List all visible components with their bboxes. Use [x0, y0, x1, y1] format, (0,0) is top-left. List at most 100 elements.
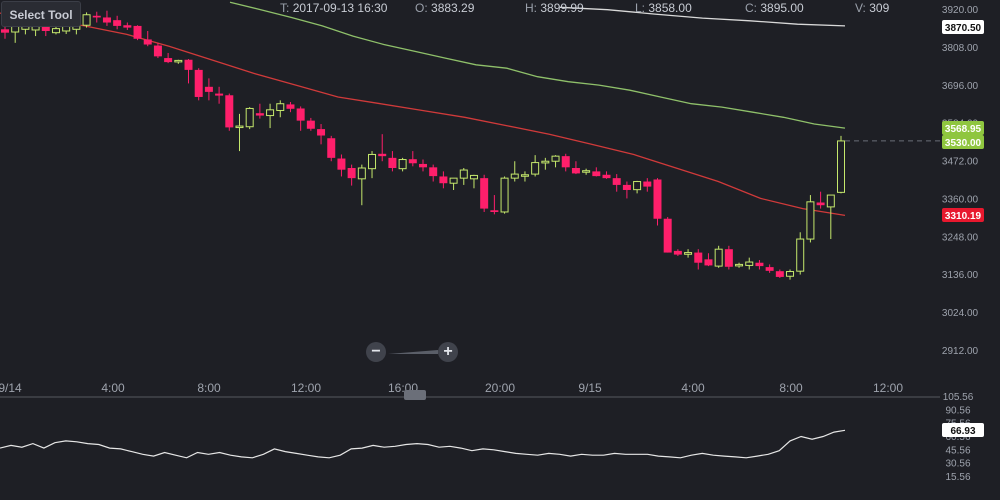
- select-tool-button[interactable]: Select Tool: [1, 1, 81, 27]
- candle-body-up: [714, 248, 723, 267]
- candle-body-down: [204, 86, 213, 92]
- price-tick-label: 3472.00: [942, 157, 979, 168]
- candle-body-up: [357, 167, 366, 180]
- time-tick-label: 9/14: [0, 381, 22, 395]
- price-badges: 3870.50 3568.95 3530.00 3310.19 66.93: [942, 20, 984, 437]
- candle-body-down: [215, 93, 224, 96]
- candle-body-down: [704, 259, 713, 266]
- oscillator-badge-bg: [942, 423, 984, 437]
- candle-body-up: [826, 194, 835, 208]
- candle-body-up: [174, 59, 183, 63]
- candle-body-down: [225, 95, 234, 128]
- price-tick-label: 3360.00: [942, 194, 979, 205]
- zoom-out-button[interactable]: −: [366, 342, 386, 362]
- price-axis: 3920.003808.003696.003584.003472.003360.…: [942, 5, 979, 357]
- candle-body-up: [266, 109, 275, 117]
- price-tick-label: 3920.00: [942, 5, 979, 16]
- candle-body-down: [724, 249, 733, 267]
- candle-body-up: [520, 174, 529, 177]
- moving-average-top-line: [559, 6, 846, 27]
- candle-body-down: [113, 20, 122, 26]
- price-tick-label: 3808.00: [942, 43, 979, 54]
- candle-body-down: [480, 178, 489, 209]
- candle-body-down: [133, 25, 142, 39]
- oscillator-tick-label: 60.56: [945, 432, 970, 443]
- candle-body-up: [510, 173, 519, 179]
- candle-body-down: [337, 158, 346, 170]
- time-tick-label: 8:00: [779, 381, 803, 395]
- info-time: T: 2017-09-13 16:30: [280, 1, 388, 15]
- candle-body-down: [194, 69, 203, 97]
- candle-body-down: [1, 29, 9, 33]
- candle-body-down: [286, 104, 295, 109]
- candle-body-up: [51, 28, 60, 34]
- candle-body-up: [806, 201, 815, 240]
- candle-body-down: [612, 178, 621, 185]
- panel-resize-handle: [404, 390, 426, 400]
- candle-body-up: [796, 238, 805, 272]
- candle-body-up: [745, 261, 754, 266]
- candle-body-up: [276, 103, 285, 111]
- price-tick-label: 2912.00: [942, 346, 979, 357]
- oscillator-line: [0, 429, 846, 459]
- price-tick-label: 3024.00: [942, 308, 979, 319]
- time-tick-label: 12:00: [291, 381, 321, 395]
- info-high: H: 3899.99: [525, 1, 584, 15]
- candle-body-up: [449, 177, 458, 184]
- candle-body-up: [531, 162, 540, 175]
- candle-body-up: [684, 252, 693, 255]
- candle-body-up: [398, 159, 407, 170]
- oscillator-tick-label: 45.56: [945, 445, 970, 456]
- oscillator-tick-label: 90.56: [945, 405, 970, 416]
- zoom-in-button[interactable]: +: [438, 342, 458, 362]
- candle-body-up: [500, 177, 509, 213]
- candle-body-down: [388, 157, 397, 168]
- candle-body-down: [429, 167, 438, 177]
- candle-body-down: [347, 167, 356, 179]
- candle-body-down: [92, 15, 101, 18]
- candle-body-down: [622, 184, 631, 190]
- candle-body-down: [694, 252, 703, 263]
- ohlc-info-bar: T: 2017-09-13 16:30 O: 3883.29 H: 3899.9…: [280, 1, 900, 17]
- candle-body-down: [184, 59, 193, 70]
- candle-body-up: [633, 181, 642, 191]
- moving-average-fast-line: [229, 1, 846, 129]
- candle-body-down: [255, 113, 264, 116]
- candle-body-up: [582, 170, 591, 173]
- candle-body-down: [419, 163, 427, 168]
- price-tick-label: 3248.00: [942, 232, 979, 243]
- candle-body-down: [408, 159, 417, 164]
- oscillator-tick-label: 30.56: [945, 459, 970, 470]
- time-tick-label: 4:00: [681, 381, 705, 395]
- candle-body-down: [153, 45, 162, 57]
- price-badge-bg: [942, 208, 984, 222]
- price-tick-label: 3136.00: [942, 270, 979, 281]
- candle-body-down: [816, 202, 825, 206]
- candle-body-up: [551, 155, 560, 162]
- candle-body-down: [673, 250, 682, 255]
- info-close: C: 3895.00: [745, 1, 804, 15]
- price-badge-bg: [942, 20, 984, 34]
- zoom-control: − +: [366, 342, 460, 362]
- candle-body-down: [143, 39, 152, 45]
- candle-body-down: [490, 210, 499, 212]
- candle-body-up: [786, 271, 795, 277]
- candle-body-down: [123, 25, 132, 28]
- candle-body-down: [561, 156, 570, 168]
- info-volume: V: 309: [855, 1, 890, 15]
- price-badge-bg: [942, 135, 984, 149]
- candle-body-down: [592, 171, 601, 177]
- time-axis: 9/14 4:00 8:00 12:00 16:00 20:00 9/15 4:00 8:00 1…: [0, 381, 940, 400]
- oscillator-badge: 66.93: [950, 426, 975, 437]
- time-tick-label: 8:00: [197, 381, 221, 395]
- zoom-slider[interactable]: [388, 349, 438, 355]
- candle-body-down: [663, 218, 672, 253]
- info-open: O: 3883.29: [415, 1, 475, 15]
- price-badge: 3530.00: [945, 138, 982, 149]
- candle-body-down: [765, 267, 774, 271]
- price-badge: 3870.50: [945, 23, 982, 34]
- candle-body-up: [235, 125, 244, 129]
- candle-body-down: [306, 120, 315, 129]
- candle-body-down: [327, 138, 336, 158]
